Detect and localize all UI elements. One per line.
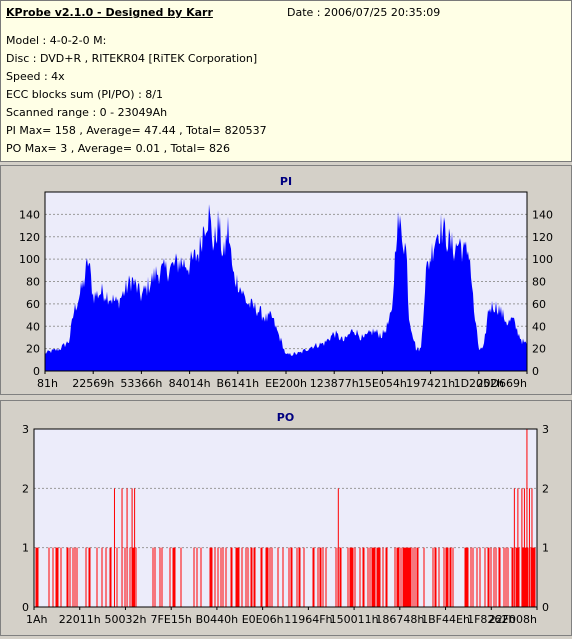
model-line: Model : 4-0-2-0 M: <box>6 34 107 47</box>
y-tick-label-right: 1 <box>542 542 549 555</box>
chart-title: PI <box>280 175 292 188</box>
y-tick-label-right: 80 <box>532 276 546 289</box>
pi-chart-panel: PI 0 0 20 20 40 40 60 60 80 80 100 100 120 120 140 140 81… <box>0 165 572 395</box>
ecc-line: ECC blocks sum (PI/PO) : 8/1 <box>6 88 163 101</box>
y-tick-label-right: 40 <box>532 320 546 333</box>
y-tick-label-right: 3 <box>542 423 549 436</box>
y-tick-label-left: 1 <box>22 542 29 555</box>
speed-line: Speed : 4x <box>6 70 65 83</box>
y-tick-label-left: 120 <box>19 231 40 244</box>
plot-border <box>44 191 528 372</box>
x-tick-label: 22569h <box>72 377 114 390</box>
y-tick-label-right: 140 <box>532 208 553 221</box>
y-tick-label-right: 0 <box>542 601 549 614</box>
x-tick-label: 186748h <box>375 613 424 626</box>
y-tick-label-right: 120 <box>532 231 553 244</box>
x-tick-label: 7FE15h <box>151 613 192 626</box>
x-tick-label: 22F008h <box>489 613 537 626</box>
x-tick-label: 11964Fh <box>284 613 332 626</box>
y-tick-label-right: 2 <box>542 482 549 495</box>
y-tick-label-left: 20 <box>26 343 40 356</box>
y-tick-label-left: 2 <box>22 482 29 495</box>
y-tick-label-right: 20 <box>532 343 546 356</box>
y-tick-label-left: 100 <box>19 253 40 266</box>
app-title: KProbe v2.1.0 - Designed by Karr <box>6 6 213 19</box>
y-tick-label-left: 0 <box>33 365 40 378</box>
y-tick-label-left: 40 <box>26 320 40 333</box>
po-chart-panel: PO 0 0 1 1 2 2 3 3 1Ah 22011h 50032h 7FE15h B0440h E0E… <box>0 400 572 636</box>
disc-line: Disc : DVD+R , RITEKR04 [RiTEK Corporati… <box>6 52 258 65</box>
x-tick-label: 22011h <box>59 613 101 626</box>
x-tick-label: 53366h <box>120 377 162 390</box>
po-summary-line: PO Max= 3 , Average= 0.01 , Total= 826 <box>6 142 230 155</box>
plot-area <box>33 428 538 608</box>
x-tick-label: B6141h <box>217 377 260 390</box>
y-tick-label-left: 140 <box>19 208 40 221</box>
po-chart: PO 0 0 1 1 2 2 3 3 1Ah 22011h 50032h 7FE15h B0440h E0E… <box>22 411 549 626</box>
x-tick-label: 84014h <box>169 377 211 390</box>
x-tick-label: 81h <box>37 377 58 390</box>
y-tick-label-left: 80 <box>26 276 40 289</box>
x-tick-label: 123877h <box>310 377 359 390</box>
x-tick-label: 197421h <box>406 377 455 390</box>
chart-title: PO <box>277 411 294 424</box>
y-tick-label-right: 100 <box>532 253 553 266</box>
x-tick-label: 20D669h <box>477 377 527 390</box>
pi-series-area <box>45 204 527 371</box>
range-line: Scanned range : 0 - 23049Ah <box>6 106 168 119</box>
x-tick-label: 1Ah <box>26 613 48 626</box>
info-panel: KProbe v2.1.0 - Designed by Karr Date : … <box>0 0 572 162</box>
x-tick-label: 15E054h <box>358 377 407 390</box>
y-tick-label-left: 3 <box>22 423 29 436</box>
x-tick-label: 50032h <box>104 613 146 626</box>
x-tick-label: 150011h <box>330 613 379 626</box>
x-tick-label: 1BF44Eh <box>421 613 470 626</box>
y-tick-label-left: 0 <box>22 601 29 614</box>
x-tick-label: B0440h <box>196 613 239 626</box>
pi-chart: PI 0 0 20 20 40 40 60 60 80 80 100 100 120 120 140 140 81… <box>19 175 553 390</box>
x-tick-label: E0E06h <box>242 613 284 626</box>
x-tick-label: EE200h <box>265 377 307 390</box>
pi-summary-line: PI Max= 158 , Average= 47.44 , Total= 82… <box>6 124 267 137</box>
x-tick-label: 1F8262h <box>467 613 515 626</box>
y-tick-label-right: 60 <box>532 298 546 311</box>
y-tick-label-right: 0 <box>532 365 539 378</box>
scan-date: Date : 2006/07/25 20:35:09 <box>287 6 441 19</box>
y-tick-label-left: 60 <box>26 298 40 311</box>
plot-border <box>33 428 538 608</box>
x-tick-label: 1D2052h <box>454 377 504 390</box>
